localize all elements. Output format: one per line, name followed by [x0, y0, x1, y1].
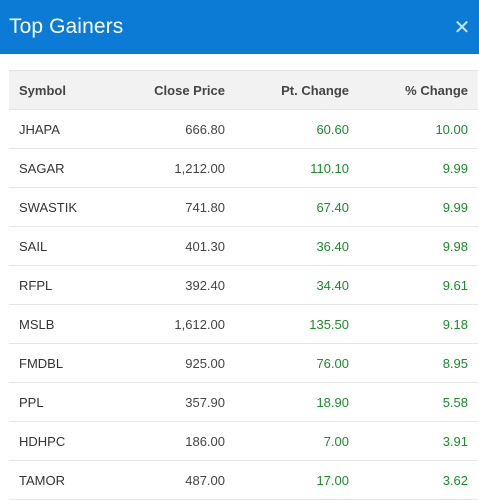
cell-symbol: SWASTIK	[9, 187, 123, 227]
cell-symbol: MSLB	[9, 304, 123, 344]
cell-pt-change: 34.40	[235, 265, 359, 305]
cell-symbol: RFPL	[9, 265, 123, 305]
gainers-table: Symbol Close Price Pt. Change % Change J…	[9, 70, 478, 500]
cell-pt-change: 60.60	[235, 109, 359, 149]
cell-pct-change: 8.95	[359, 343, 478, 383]
cell-pct-change: 3.62	[359, 460, 478, 500]
column-header-symbol[interactable]: Symbol	[9, 70, 123, 110]
table-row[interactable]: SAGAR 1,212.00 110.10 9.99	[9, 148, 478, 188]
column-header-pct-change[interactable]: % Change	[359, 70, 478, 110]
close-icon[interactable]: ✕	[453, 17, 471, 39]
cell-close-price: 1,612.00	[123, 304, 235, 344]
cell-pct-change: 10.00	[359, 109, 478, 149]
table-row[interactable]: MSLB 1,612.00 135.50 9.18	[9, 304, 478, 344]
column-header-close-price[interactable]: Close Price	[123, 70, 235, 110]
cell-close-price: 741.80	[123, 187, 235, 227]
table-row[interactable]: FMDBL 925.00 76.00 8.95	[9, 343, 478, 383]
cell-pt-change: 7.00	[235, 421, 359, 461]
table-row[interactable]: TAMOR 487.00 17.00 3.62	[9, 460, 478, 500]
table-header-row: Symbol Close Price Pt. Change % Change	[9, 70, 478, 110]
cell-pt-change: 76.00	[235, 343, 359, 383]
cell-pct-change: 9.99	[359, 187, 478, 227]
cell-close-price: 666.80	[123, 109, 235, 149]
table-row[interactable]: SWASTIK 741.80 67.40 9.99	[9, 187, 478, 227]
cell-pct-change: 9.61	[359, 265, 478, 305]
table-row[interactable]: RFPL 392.40 34.40 9.61	[9, 265, 478, 305]
cell-symbol: PPL	[9, 382, 123, 422]
cell-pct-change: 5.58	[359, 382, 478, 422]
cell-pct-change: 9.18	[359, 304, 478, 344]
cell-close-price: 186.00	[123, 421, 235, 461]
cell-symbol: FMDBL	[9, 343, 123, 383]
table-row[interactable]: JHAPA 666.80 60.60 10.00	[9, 109, 478, 149]
cell-symbol: TAMOR	[9, 460, 123, 500]
cell-symbol: JHAPA	[9, 109, 123, 149]
cell-close-price: 392.40	[123, 265, 235, 305]
column-header-pt-change[interactable]: Pt. Change	[235, 70, 359, 110]
cell-pct-change: 3.91	[359, 421, 478, 461]
cell-symbol: HDHPC	[9, 421, 123, 461]
modal-title: Top Gainers	[9, 15, 124, 38]
cell-pt-change: 17.00	[235, 460, 359, 500]
gainers-table-container: Symbol Close Price Pt. Change % Change J…	[9, 70, 478, 500]
table-row[interactable]: PPL 357.90 18.90 5.58	[9, 382, 478, 422]
cell-close-price: 401.30	[123, 226, 235, 266]
cell-pt-change: 36.40	[235, 226, 359, 266]
cell-close-price: 487.00	[123, 460, 235, 500]
table-row[interactable]: SAIL 401.30 36.40 9.98	[9, 226, 478, 266]
cell-close-price: 925.00	[123, 343, 235, 383]
cell-pt-change: 18.90	[235, 382, 359, 422]
cell-pt-change: 67.40	[235, 187, 359, 227]
modal-header: Top Gainers ✕	[0, 0, 479, 54]
cell-symbol: SAIL	[9, 226, 123, 266]
cell-pt-change: 135.50	[235, 304, 359, 344]
cell-close-price: 1,212.00	[123, 148, 235, 188]
cell-symbol: SAGAR	[9, 148, 123, 188]
cell-pct-change: 9.98	[359, 226, 478, 266]
cell-pt-change: 110.10	[235, 148, 359, 188]
cell-close-price: 357.90	[123, 382, 235, 422]
table-row[interactable]: HDHPC 186.00 7.00 3.91	[9, 421, 478, 461]
cell-pct-change: 9.99	[359, 148, 478, 188]
